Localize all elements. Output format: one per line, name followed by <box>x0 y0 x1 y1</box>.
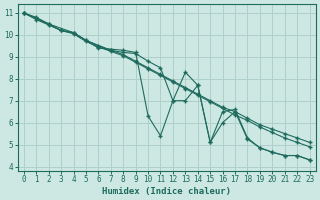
X-axis label: Humidex (Indice chaleur): Humidex (Indice chaleur) <box>102 187 231 196</box>
